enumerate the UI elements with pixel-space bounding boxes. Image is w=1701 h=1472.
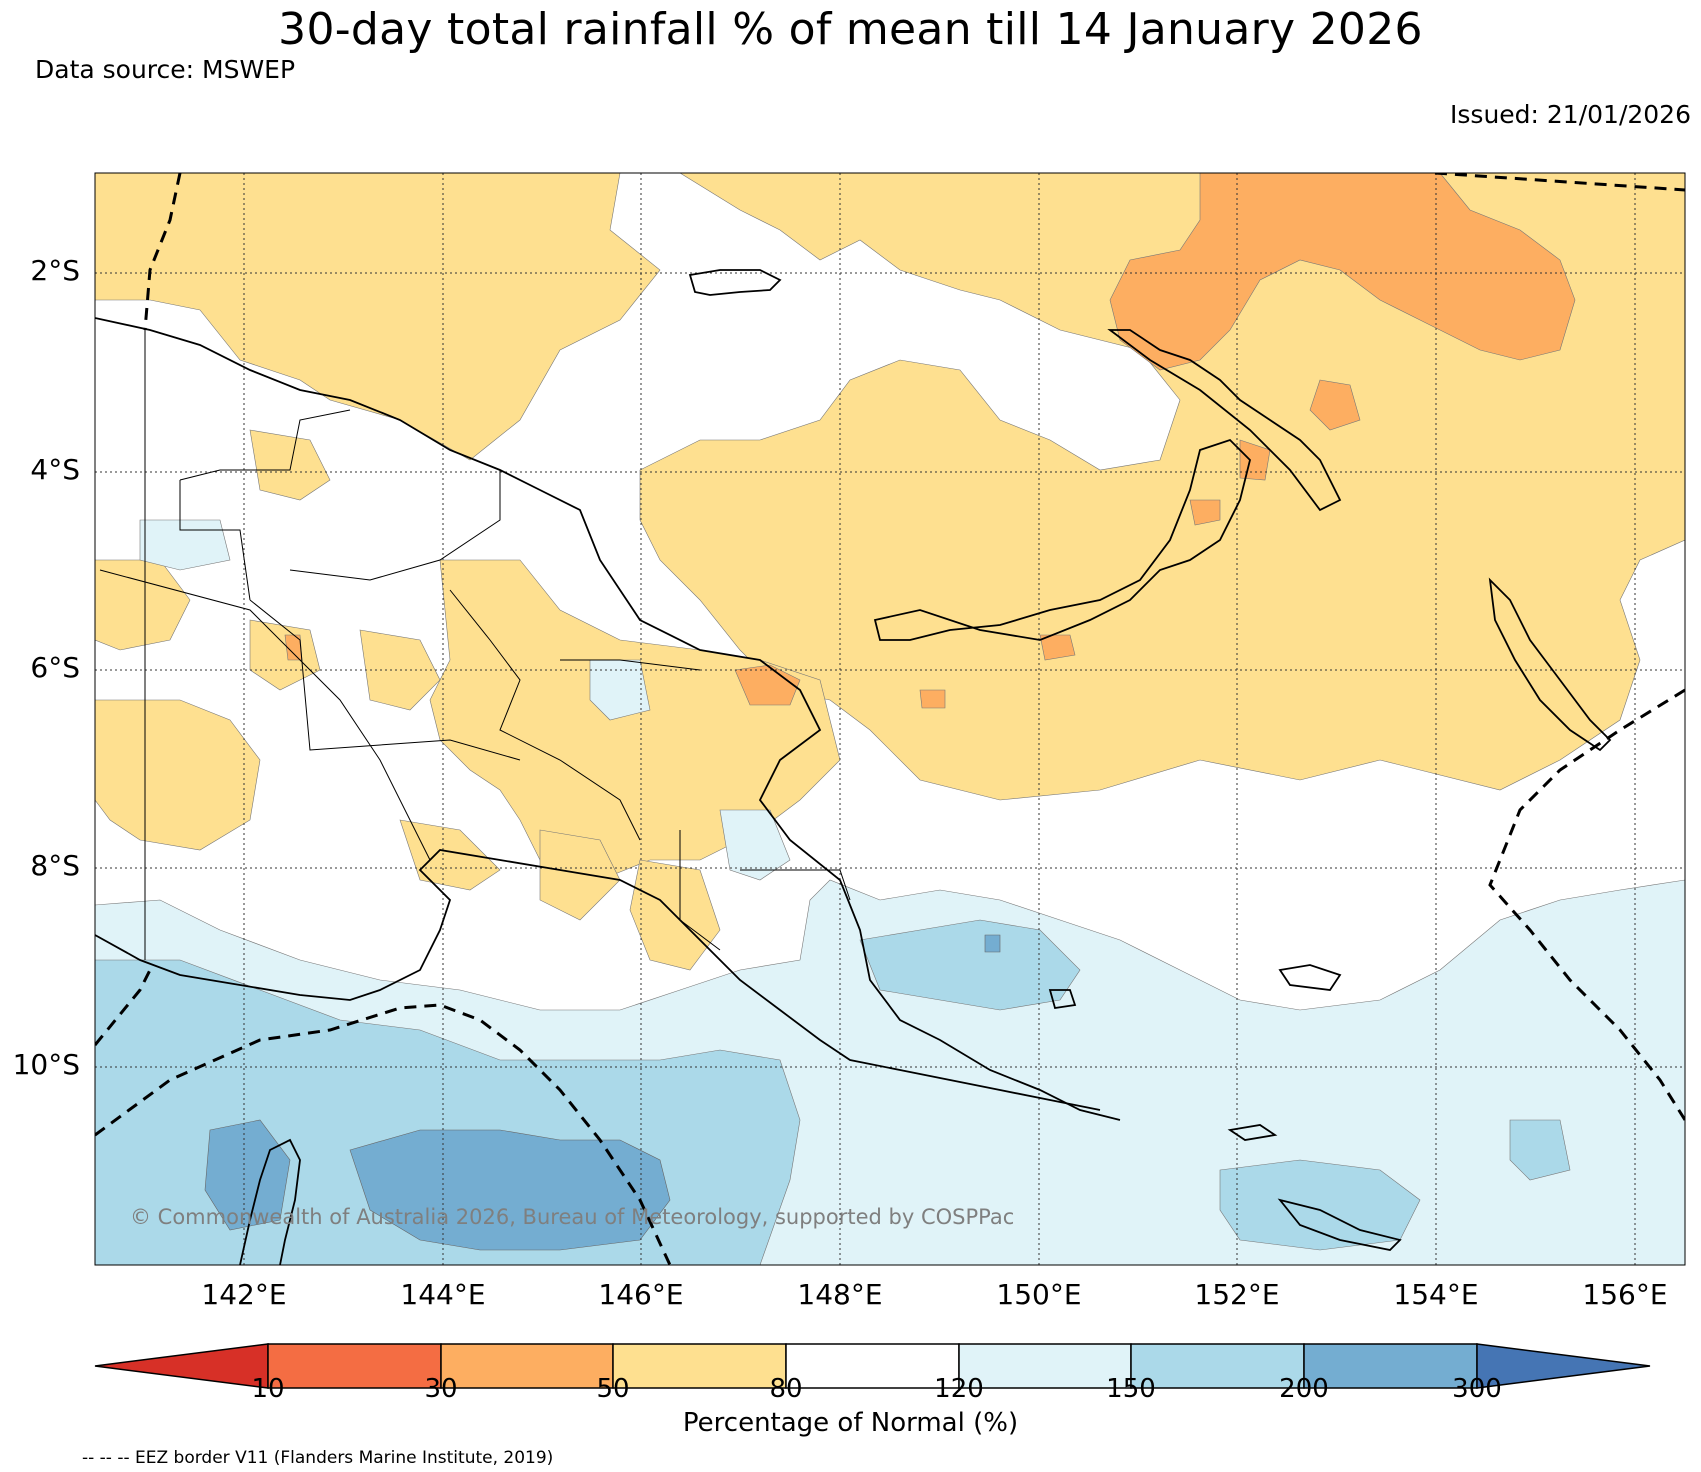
zone-50-80 [95, 173, 1685, 971]
colorbar-swatch-120-150 [958, 1343, 1132, 1389]
lat-label-10s: 10°S [12, 1048, 80, 1081]
lon-label-152e: 152°E [1194, 1278, 1280, 1311]
lon-label-156e: 156°E [1582, 1278, 1668, 1311]
graticule [95, 173, 1685, 1265]
lon-label-142e: 142°E [201, 1278, 287, 1311]
lat-label-6s: 6°S [30, 651, 80, 684]
map-title: 30-day total rainfall % of mean till 14 … [278, 4, 1423, 55]
copyright-notice: © Commonwealth of Australia 2026, Bureau… [130, 1205, 1015, 1229]
lat-label-2s: 2°S [30, 254, 80, 287]
colorbar-swatch-above-300 [1476, 1343, 1651, 1389]
colorbar-tick-10: 10 [251, 1374, 285, 1404]
zone-200-300 [204, 934, 1001, 1251]
colorbar-tick-50: 50 [596, 1374, 630, 1404]
zone-30-50 [284, 173, 1576, 709]
lon-label-148e: 148°E [797, 1278, 883, 1311]
colorbar-swatch-80-120 [785, 1343, 960, 1389]
colorbar-tick-80: 80 [769, 1374, 803, 1404]
lon-label-150e: 150°E [996, 1278, 1082, 1311]
eez-legend-note: -- -- -- EEZ border V11 (Flanders Marine… [82, 1448, 554, 1468]
colorbar-swatch-30-50 [440, 1343, 614, 1389]
colorbar-tick-120: 120 [934, 1374, 984, 1404]
map-frame [94, 172, 1686, 1266]
lon-label-154e: 154°E [1393, 1278, 1479, 1311]
coastlines [95, 269, 1612, 1265]
province-boundaries [99, 330, 851, 960]
colorbar-tick-150: 150 [1106, 1374, 1156, 1404]
colorbar-tick-200: 200 [1279, 1374, 1329, 1404]
colorbar-swatch-150-200 [1130, 1343, 1305, 1389]
data-source-label: Data source: MSWEP [35, 55, 296, 84]
eez-borders [95, 173, 1685, 1265]
lon-label-146e: 146°E [598, 1278, 684, 1311]
lat-label-8s: 8°S [30, 849, 80, 882]
lon-label-144e: 144°E [400, 1278, 486, 1311]
colorbar-unit-label: Percentage of Normal (%) [682, 1408, 1019, 1438]
colorbar [94, 1343, 1651, 1389]
colorbar-tick-30: 30 [424, 1374, 458, 1404]
issued-date: Issued: 21/01/2026 [1450, 100, 1691, 129]
colorbar-tick-300: 300 [1452, 1374, 1502, 1404]
rainfall-fields [95, 173, 1685, 1265]
lat-label-4s: 4°S [30, 453, 80, 486]
